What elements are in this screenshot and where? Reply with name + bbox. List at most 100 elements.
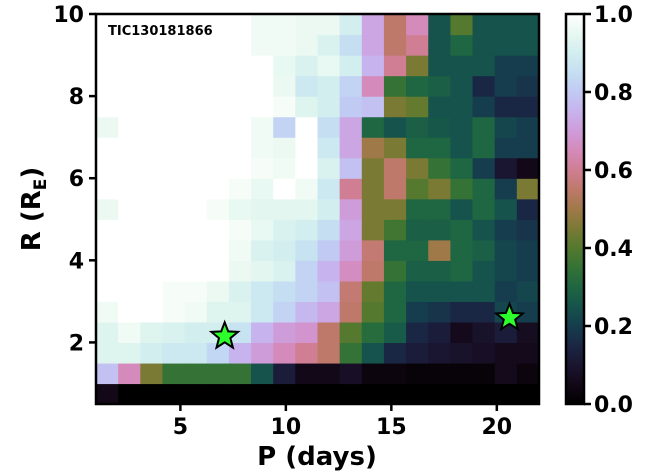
heatmap-cell (450, 137, 474, 159)
heatmap-cell (251, 178, 274, 200)
heatmap-cell (206, 239, 230, 261)
heatmap-cell (162, 96, 186, 118)
heatmap-cell (273, 14, 296, 36)
heatmap-cell (494, 116, 518, 138)
heatmap-cell (251, 14, 274, 36)
heatmap-cell (118, 137, 141, 159)
heatmap-cell (406, 383, 429, 405)
heatmap-cell (317, 383, 341, 405)
heatmap-cell (339, 137, 363, 159)
heatmap-cell (273, 116, 296, 138)
heatmap-cell (251, 75, 274, 97)
heatmap-cell (273, 321, 296, 344)
heatmap-cell (428, 219, 451, 241)
heatmap-cell (295, 342, 319, 364)
y-tick-label: 8 (69, 85, 84, 110)
heatmap-cell (516, 362, 540, 385)
heatmap-cell (273, 75, 296, 97)
heatmap-cell (428, 260, 451, 282)
heatmap-cell (406, 198, 429, 220)
heatmap-cell (516, 198, 540, 220)
heatmap-cell (428, 198, 451, 220)
y-tick-label: 6 (69, 167, 84, 192)
heatmap-cell (184, 75, 208, 97)
heatmap-cell (251, 137, 274, 159)
heatmap-cell (494, 260, 518, 282)
heatmap-cell (339, 362, 363, 385)
heatmap-cell (140, 383, 164, 405)
heatmap-cell (206, 301, 230, 323)
heatmap-cell (118, 260, 141, 282)
heatmap-cell (317, 362, 341, 385)
heatmap-cell (184, 178, 208, 200)
heatmap-cell (339, 14, 363, 36)
heatmap-cell (184, 342, 208, 364)
heatmap-cell (162, 239, 186, 261)
heatmap-cell (251, 55, 274, 77)
heatmap-cell (228, 239, 252, 261)
heatmap-cell (96, 116, 119, 138)
heatmap-cell (472, 342, 496, 364)
heatmap-cell (317, 116, 341, 138)
colorbar-tick-label: 0.8 (594, 81, 633, 106)
heatmap-cell (295, 75, 319, 97)
heatmap-cell (118, 157, 141, 179)
heatmap-cell (118, 178, 141, 200)
heatmap-cell (494, 198, 518, 220)
heatmap-cell (383, 157, 407, 179)
heatmap-cell (516, 137, 540, 159)
heatmap-cell (361, 383, 385, 405)
star-marker (208, 319, 241, 350)
heatmap-cell (162, 14, 186, 36)
heatmap-cell (228, 321, 252, 344)
heatmap-cell (428, 383, 451, 405)
heatmap-cell (494, 157, 518, 179)
heatmap-cell (361, 321, 385, 344)
heatmap-cell (184, 362, 208, 385)
heatmap-cell (140, 239, 164, 261)
heatmap-cell (140, 280, 164, 302)
heatmap-cell (118, 34, 141, 56)
heatmap-cell (96, 239, 119, 261)
heatmap-cell (206, 75, 230, 97)
heatmap-cell (383, 301, 407, 323)
heatmap-cell (339, 34, 363, 56)
x-tick-label: 10 (271, 415, 302, 440)
heatmap-cell (140, 137, 164, 159)
colorbar-ticks: 0.0 0.2 0.4 0.6 0.8 1.0 (584, 3, 633, 418)
heatmap-cell (273, 280, 296, 302)
heatmap-cell (428, 321, 451, 344)
heatmap-cell (140, 14, 164, 36)
heatmap-cell (273, 137, 296, 159)
heatmap-cell (228, 342, 252, 364)
y-tick-label: 2 (69, 331, 84, 356)
heatmap-cell (406, 14, 429, 36)
heatmap-cell (450, 260, 474, 282)
heatmap-cell (118, 280, 141, 302)
heatmap-cell (428, 301, 451, 323)
heatmap-cell (317, 301, 341, 323)
heatmap-cell (494, 55, 518, 77)
heatmap-cell (273, 301, 296, 323)
heatmap-cell (339, 383, 363, 405)
heatmap-cell (361, 280, 385, 302)
heatmap-cell (472, 198, 496, 220)
heatmap-cell (162, 321, 186, 344)
y-tick-label: 4 (69, 249, 84, 274)
heatmap-cell (383, 342, 407, 364)
heatmap-cell (428, 75, 451, 97)
heatmap-cell (339, 321, 363, 344)
heatmap-cell (96, 321, 119, 344)
heatmap-cell (428, 55, 451, 77)
heatmap-cell (516, 219, 540, 241)
heatmap-cell (184, 34, 208, 56)
heatmap-cell (228, 383, 252, 405)
heatmap-cell (140, 34, 164, 56)
heatmap-cell (273, 342, 296, 364)
heatmap-cell (228, 157, 252, 179)
heatmap-cell (96, 75, 119, 97)
heatmap-cell (140, 362, 164, 385)
y-axis-title-close: ) (17, 167, 47, 179)
heatmap-cell (361, 178, 385, 200)
